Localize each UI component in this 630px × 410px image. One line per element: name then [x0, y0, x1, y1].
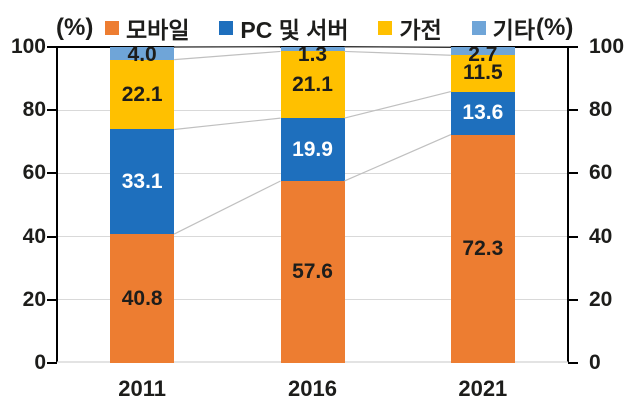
- bar-segment-2021-1: [450, 91, 515, 135]
- y-tick-left-20: [47, 298, 57, 301]
- bar-segment-2016-3: [280, 47, 345, 52]
- y-tick-label-left-20: 20: [22, 287, 46, 311]
- legend-swatch-icon: [105, 21, 119, 35]
- y-tick-right-60: [568, 172, 578, 175]
- y-tick-right-100: [568, 46, 578, 48]
- legend-label: PC 및 서버: [240, 17, 349, 43]
- bar-segment-2021-3: [450, 46, 515, 56]
- bar-value-label: 1.3: [297, 43, 328, 66]
- y-tick-left-40: [47, 235, 57, 238]
- y-tick-label-left-100: 100: [10, 35, 46, 58]
- y-tick-left-100: [47, 46, 57, 48]
- y-tick-label-right-20: 20: [589, 287, 613, 311]
- legend-item-1: PC 및 서버: [219, 11, 349, 45]
- bar-segment-2011-3: [110, 47, 175, 60]
- legend-swatch-icon: [378, 21, 393, 35]
- legend-swatch-icon: [471, 21, 486, 35]
- bar-segment-2016-2: [280, 51, 345, 119]
- y-tick-left-60: [47, 172, 57, 175]
- y-tick-right-40: [568, 235, 578, 238]
- bar-segment-2021-2: [450, 55, 515, 92]
- y-tick-label-left-80: 80: [22, 98, 46, 122]
- y-tick-label-right-80: 80: [589, 98, 613, 122]
- bar-value-label: 22.1: [121, 82, 163, 106]
- y-tick-right-0: [568, 362, 578, 364]
- bar-value-label: 13.6: [462, 101, 504, 125]
- legend-label: 가전: [399, 17, 442, 43]
- y-tick-right-20: [568, 298, 578, 301]
- y-tick-left-0: [47, 362, 57, 364]
- y-tick-label-left-40: 40: [22, 224, 46, 248]
- bar-value-label: 11.5: [462, 61, 503, 85]
- bar-value-label: 72.3: [462, 236, 504, 260]
- bar-segment-2016-1: [280, 118, 345, 181]
- x-tick-label-2011: 2011: [118, 376, 167, 401]
- bar-value-label: 2.7: [468, 43, 498, 66]
- y-tick-label-right-100: 100: [589, 35, 625, 58]
- bar-segment-2011-1: [110, 129, 175, 235]
- y-tick-label-right-60: 60: [589, 161, 613, 185]
- y-tick-left-80: [47, 109, 57, 112]
- legend-item-0: 모바일: [105, 11, 189, 45]
- bar-value-label: 19.9: [292, 137, 333, 161]
- bar-segment-2011-2: [110, 59, 175, 130]
- bar-segment-2011-0: [110, 234, 175, 363]
- legend-item-3: 기타: [471, 11, 535, 45]
- x-tick-label-2016: 2016: [288, 376, 337, 401]
- legend-item-2: 가전: [378, 11, 442, 45]
- bar-value-label: 33.1: [121, 169, 163, 193]
- x-tick-label-2021: 2021: [458, 376, 508, 401]
- bar-value-label: 4.0: [127, 43, 157, 66]
- bar-value-label: 40.8: [121, 286, 163, 310]
- y-tick-label-left-0: 0: [34, 351, 46, 374]
- y-axis-unit-left: (%): [56, 14, 94, 41]
- y-tick-label-right-40: 40: [589, 224, 613, 248]
- bar-segment-2016-0: [280, 180, 345, 363]
- bar-value-label: 21.1: [292, 72, 333, 96]
- legend-label: 기타: [492, 17, 535, 43]
- bar-segment-2021-0: [450, 134, 515, 363]
- y-tick-label-right-0: 0: [589, 351, 601, 374]
- y-tick-right-80: [568, 109, 578, 112]
- legend-label: 모바일: [126, 17, 190, 43]
- legend: 모바일 PC 및 서버 가전 기타: [105, 11, 535, 45]
- y-axis-unit-right: (%): [536, 14, 574, 41]
- legend-swatch-icon: [219, 21, 234, 35]
- y-tick-label-left-60: 60: [22, 161, 46, 185]
- bar-value-label: 57.6: [292, 259, 333, 283]
